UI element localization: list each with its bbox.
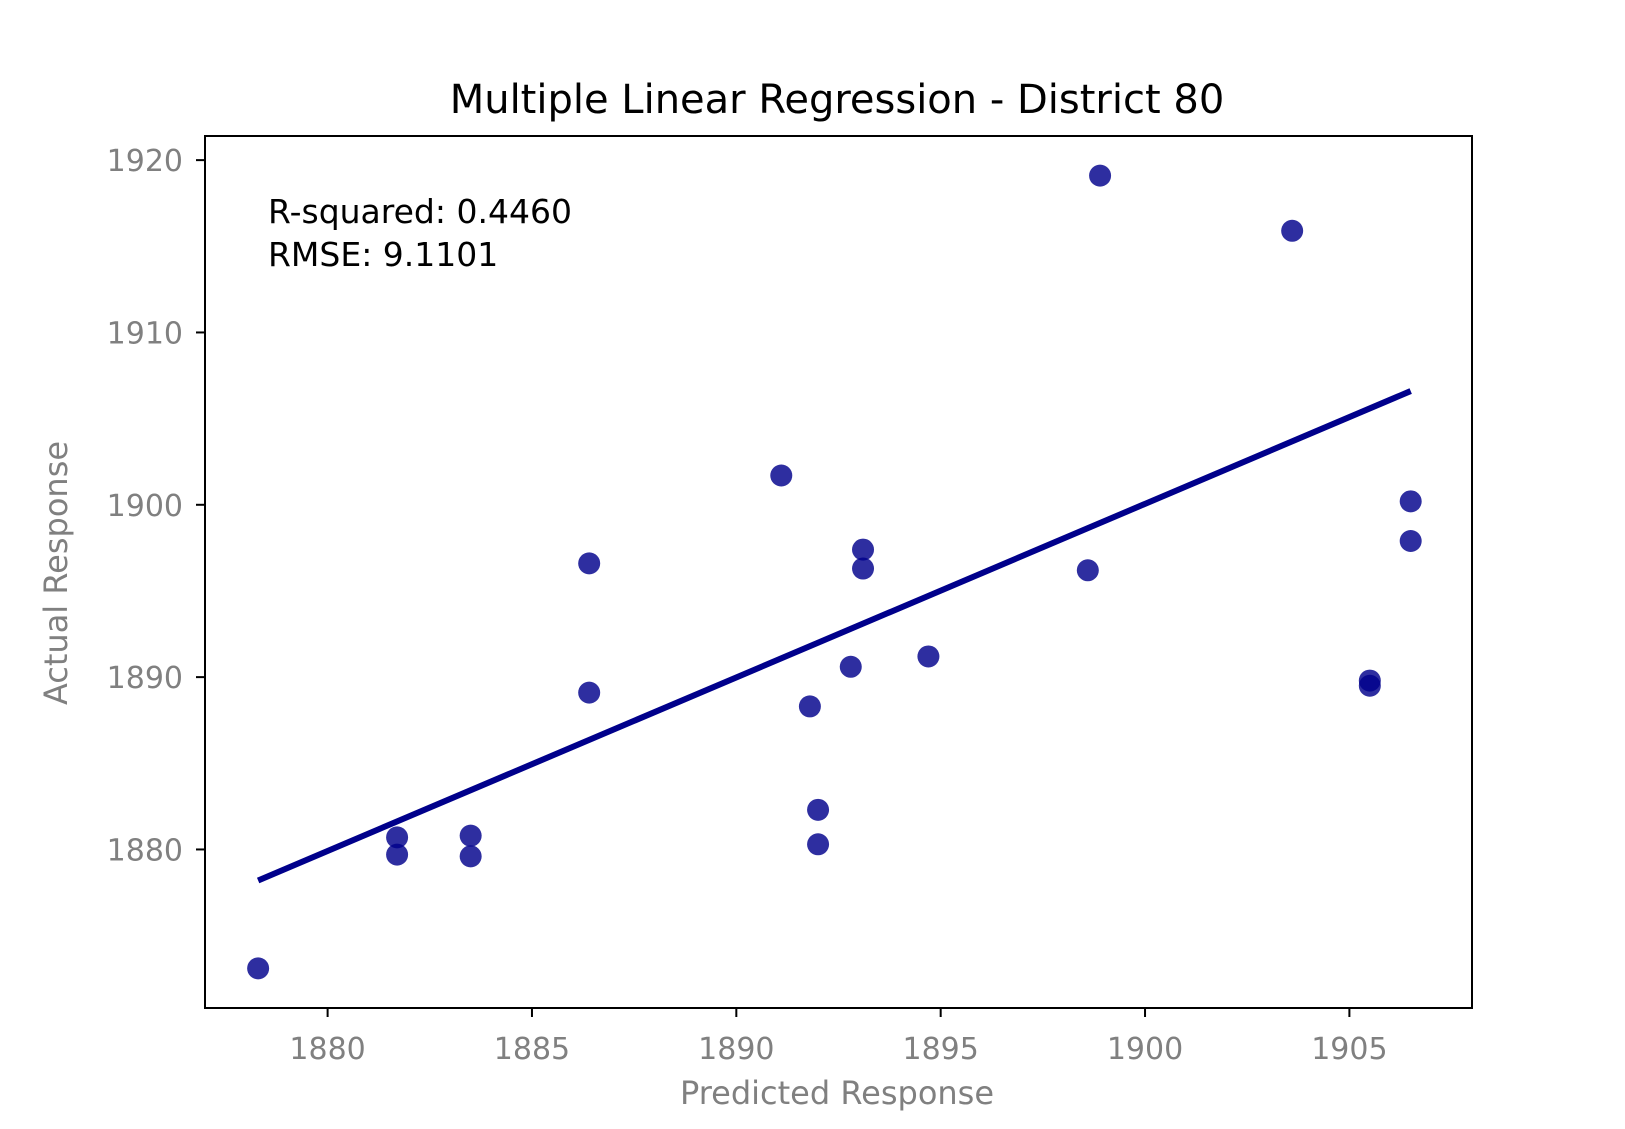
scatter-point bbox=[578, 681, 601, 704]
scatter-point bbox=[247, 957, 270, 980]
x-tick-label: 1905 bbox=[1311, 1032, 1387, 1067]
y-tick-label: 1880 bbox=[107, 833, 183, 868]
scatter-point bbox=[852, 557, 875, 580]
y-tick-label: 1910 bbox=[107, 316, 183, 351]
x-tick-label: 1895 bbox=[902, 1032, 978, 1067]
scatter-point bbox=[386, 826, 409, 849]
y-tick-label: 1900 bbox=[107, 489, 183, 524]
scatter-point bbox=[1399, 529, 1422, 552]
x-tick-label: 1880 bbox=[289, 1032, 365, 1067]
scatter-point bbox=[459, 824, 482, 847]
plot-frame bbox=[204, 135, 1473, 1009]
plot-area: 1880 1885 1890 1895 1900 1905 1880 1890 1900 1910… bbox=[107, 135, 1473, 1067]
scatter-point bbox=[852, 538, 875, 561]
scatter-point bbox=[807, 833, 830, 856]
scatter-point bbox=[1358, 674, 1381, 697]
x-tick-label: 1885 bbox=[494, 1032, 570, 1067]
scatter-point bbox=[770, 464, 793, 487]
chart-title: Multiple Linear Regression - District 80 bbox=[450, 77, 1225, 123]
scatter-point bbox=[1399, 490, 1422, 513]
scatter-point bbox=[917, 645, 940, 668]
scatter-point bbox=[839, 655, 862, 678]
scatter-point bbox=[459, 845, 482, 868]
scatter-point bbox=[386, 843, 409, 866]
r-squared-annotation: R-squared: 0.4460 bbox=[268, 192, 572, 231]
x-axis-label: Predicted Response bbox=[680, 1074, 994, 1112]
y-tick-label: 1890 bbox=[107, 661, 183, 696]
scatter-point bbox=[1076, 559, 1099, 582]
scatter-point bbox=[1281, 219, 1304, 242]
y-tick-label: 1920 bbox=[107, 144, 183, 179]
x-tick-label: 1900 bbox=[1107, 1032, 1183, 1067]
rmse-annotation: RMSE: 9.1101 bbox=[268, 235, 498, 274]
scatter-point bbox=[807, 798, 830, 821]
scatter-point bbox=[578, 552, 601, 575]
scatter-point bbox=[798, 695, 821, 718]
y-axis-label: Actual Response bbox=[37, 441, 75, 705]
scatter-point bbox=[1089, 164, 1112, 187]
regression-line bbox=[256, 388, 1412, 884]
x-tick-label: 1890 bbox=[698, 1032, 774, 1067]
